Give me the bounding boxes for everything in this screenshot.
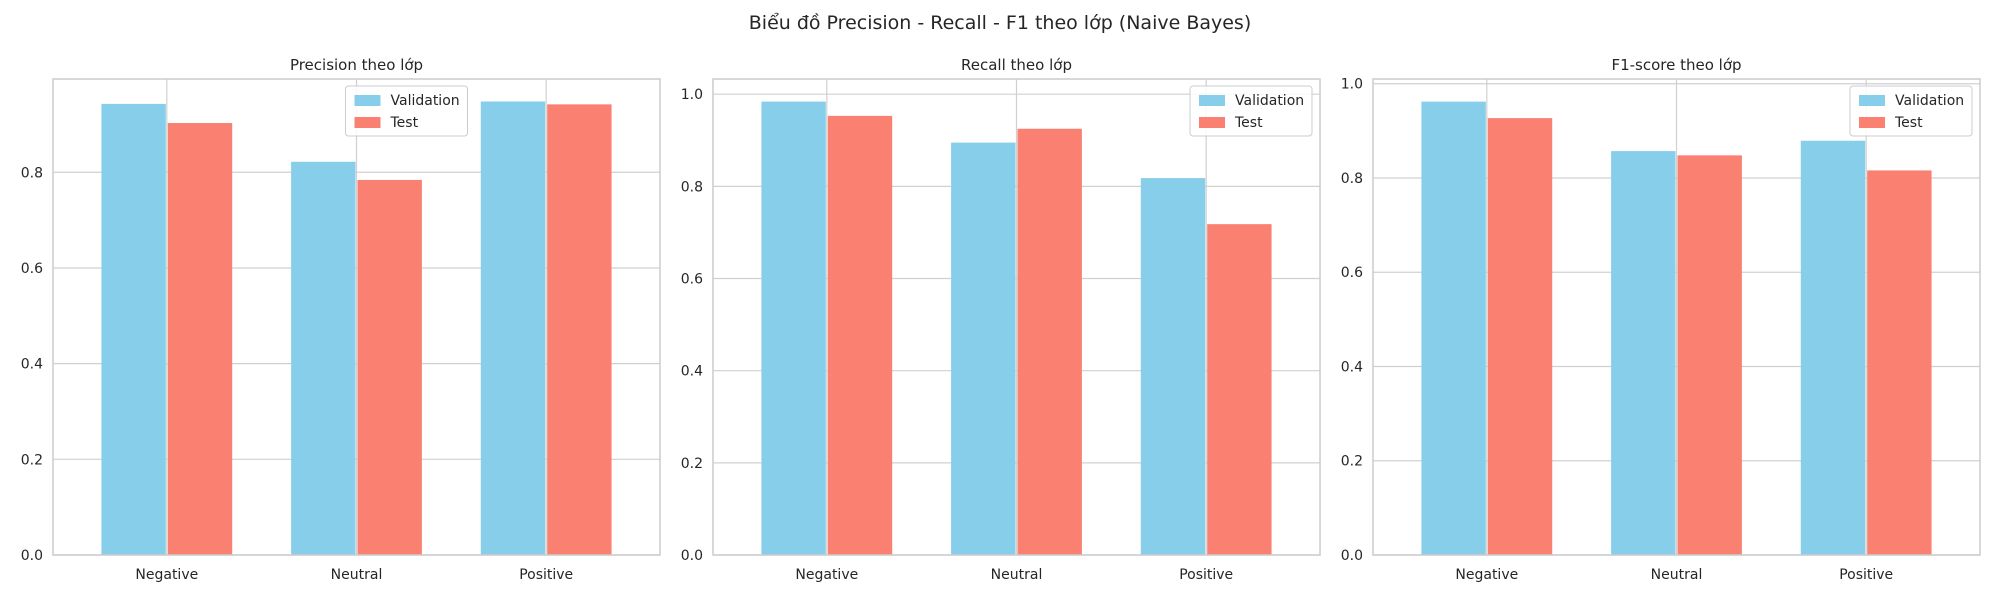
precision-ytick-label: 0.0 bbox=[21, 548, 43, 564]
recall-ytick-label: 1.0 bbox=[681, 87, 703, 103]
f1-legend-swatch-test bbox=[1859, 117, 1885, 128]
precision-legend-swatch-test bbox=[354, 117, 381, 128]
precision-frame bbox=[52, 78, 661, 556]
precision-legend-label-validation: Validation bbox=[391, 93, 460, 109]
recall-xtick-label: Negative bbox=[795, 567, 858, 583]
f1-ytick-label: 1.0 bbox=[1341, 77, 1363, 93]
precision-bar-test-positive bbox=[547, 104, 612, 556]
subplot-recall: 0.0 0.2 0.4 0.6 0.8 1.0 Negative Neutral Positiv… bbox=[681, 56, 1321, 583]
recall-legend-label-validation: Validation bbox=[1235, 93, 1304, 109]
recall-bar-validation-neutral bbox=[951, 142, 1016, 555]
recall-ytick-label: 0.0 bbox=[681, 548, 703, 564]
recall-legend: Validation Test bbox=[1189, 85, 1313, 137]
f1-legend-label-test: Test bbox=[1894, 115, 1923, 131]
recall-bar-test-neutral bbox=[1017, 128, 1082, 555]
recall-title: Recall theo lớp bbox=[961, 56, 1072, 74]
recall-ytick-label: 0.6 bbox=[681, 272, 703, 288]
f1-bar-test-positive bbox=[1867, 170, 1932, 556]
precision-ytick-label: 0.4 bbox=[21, 357, 43, 373]
f1-ytick-label: 0.4 bbox=[1341, 359, 1363, 375]
recall-xtick-label: Positive bbox=[1179, 567, 1233, 583]
f1-ytick-label: 0.2 bbox=[1341, 454, 1363, 470]
precision-bar-validation-positive bbox=[480, 101, 546, 555]
f1-bar-validation-negative bbox=[1421, 101, 1486, 556]
recall-ytick-label: 0.8 bbox=[681, 179, 703, 195]
recall-legend-swatch-test bbox=[1199, 117, 1225, 128]
recall-xtick-label: Neutral bbox=[991, 567, 1043, 583]
f1-xtick-label: Positive bbox=[1839, 567, 1893, 583]
f1-title: F1-score theo lớp bbox=[1611, 56, 1741, 74]
precision-xtick-label: Neutral bbox=[331, 567, 383, 583]
f1-xtick-label: Neutral bbox=[1651, 567, 1703, 583]
f1-legend: Validation Test bbox=[1849, 85, 1973, 137]
precision-bar-test-neutral bbox=[357, 179, 422, 555]
f1-bar-validation-neutral bbox=[1611, 151, 1676, 555]
f1-legend-swatch-validation bbox=[1859, 95, 1885, 106]
f1-frame bbox=[1372, 78, 1981, 556]
subplot-f1: 0.0 0.2 0.4 0.6 0.8 1.0 Negative Neutral Positiv… bbox=[1341, 56, 1981, 583]
f1-bar-test-negative bbox=[1487, 118, 1553, 556]
precision-bar-test-negative bbox=[167, 123, 233, 556]
f1-ytick-label: 0.0 bbox=[1341, 548, 1363, 564]
precision-bar-validation-negative bbox=[101, 103, 166, 556]
precision-ytick-label: 0.6 bbox=[21, 261, 43, 277]
f1-ytick-label: 0.8 bbox=[1341, 171, 1363, 187]
recall-legend-label-test: Test bbox=[1234, 115, 1263, 131]
precision-ytick-label: 0.8 bbox=[21, 165, 43, 181]
recall-frame bbox=[712, 78, 1321, 556]
recall-ytick-label: 0.2 bbox=[681, 456, 703, 472]
f1-bar-validation-positive bbox=[1800, 140, 1866, 555]
f1-bar-test-neutral bbox=[1677, 155, 1742, 555]
f1-ytick-label: 0.6 bbox=[1341, 265, 1363, 281]
figure-title: Biểu đồ Precision - Recall - F1 theo lớp… bbox=[748, 12, 1252, 34]
f1-xtick-label: Negative bbox=[1455, 567, 1518, 583]
recall-bar-test-positive bbox=[1207, 224, 1272, 555]
precision-ytick-label: 0.2 bbox=[21, 452, 43, 468]
f1-legend-label-validation: Validation bbox=[1895, 93, 1964, 109]
recall-ytick-label: 0.4 bbox=[681, 364, 703, 380]
precision-legend-swatch-validation bbox=[354, 95, 381, 106]
precision-bar-validation-neutral bbox=[291, 161, 356, 555]
recall-bar-validation-negative bbox=[761, 101, 826, 556]
subplot-precision: 0.0 0.2 0.4 0.6 0.8 Negative Neutral Positive Pr… bbox=[21, 56, 661, 583]
precision-legend-label-test: Test bbox=[390, 115, 419, 131]
precision-xtick-label: Negative bbox=[135, 567, 198, 583]
recall-legend-swatch-validation bbox=[1199, 95, 1225, 106]
precision-title: Precision theo lớp bbox=[290, 56, 423, 74]
precision-xtick-label: Positive bbox=[519, 567, 573, 583]
precision-legend: Validation Test bbox=[345, 85, 468, 137]
recall-bar-test-negative bbox=[827, 115, 893, 556]
recall-bar-validation-positive bbox=[1140, 178, 1206, 555]
